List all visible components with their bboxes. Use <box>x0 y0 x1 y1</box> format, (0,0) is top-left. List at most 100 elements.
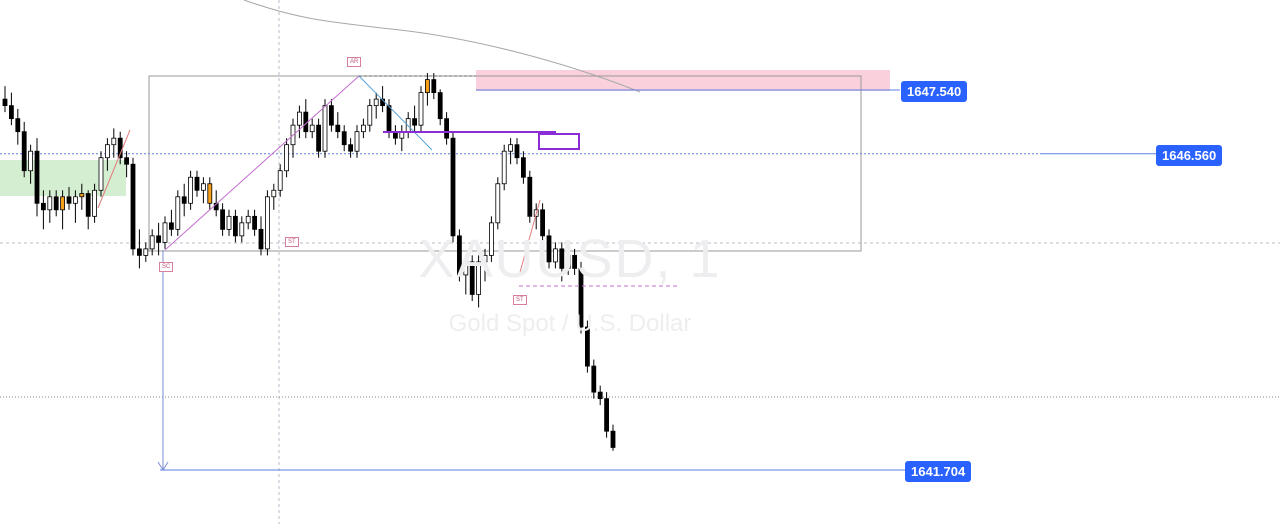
candle-body-14 <box>92 189 97 217</box>
candle-76 <box>488 216 494 262</box>
candle-34 <box>220 203 226 236</box>
candle-body-11 <box>73 196 78 204</box>
candle-body-77 <box>495 183 501 224</box>
candle-75 <box>482 248 488 282</box>
candle-body-60 <box>386 105 392 133</box>
candle-body-37 <box>239 222 245 237</box>
candle-28 <box>181 183 187 217</box>
candle-body-0 <box>2 98 8 107</box>
candle-body-26 <box>168 222 174 230</box>
candle-87 <box>559 242 565 282</box>
candle-body-12 <box>79 193 85 198</box>
candle-body-92 <box>591 365 597 393</box>
annotation-st-right: ST <box>513 295 527 305</box>
candle-body-2 <box>15 118 21 133</box>
candle-body-28 <box>181 196 187 204</box>
candle-body-33 <box>213 202 219 211</box>
candle-body-67 <box>431 79 437 94</box>
candle-body-30 <box>194 176 200 191</box>
candle-11 <box>73 190 78 223</box>
candle-7 <box>47 190 53 223</box>
candle-38 <box>245 209 251 230</box>
candle-41 <box>264 190 270 256</box>
candle-74 <box>476 255 482 308</box>
candle-54 <box>348 138 354 158</box>
candle-body-81 <box>521 157 526 178</box>
candle-77 <box>495 177 501 230</box>
candle-62 <box>399 125 405 152</box>
candle-72 <box>463 255 469 295</box>
candle-52 <box>335 112 341 139</box>
candle-body-86 <box>553 248 558 263</box>
candle-49 <box>316 118 322 158</box>
range-box <box>148 75 862 252</box>
candle-57 <box>367 99 373 132</box>
moving-average-line <box>243 0 641 93</box>
candle-70 <box>450 131 456 243</box>
candle-body-4 <box>28 150 34 172</box>
candle-9 <box>60 190 65 230</box>
candle-23 <box>149 229 155 256</box>
candle-16 <box>105 138 110 171</box>
candle-body-91 <box>585 326 590 367</box>
candle-44 <box>284 138 290 178</box>
candle-body-56 <box>360 124 366 133</box>
candle-58 <box>373 92 379 119</box>
price-label-1646-560[interactable]: 1646.560 <box>1156 145 1223 166</box>
candle-body-74 <box>476 261 482 295</box>
candle-body-76 <box>488 222 494 256</box>
candle-2 <box>15 108 21 145</box>
candle-body-78 <box>501 150 507 185</box>
candle-50 <box>322 99 328 158</box>
candle-26 <box>168 209 174 236</box>
candle-24 <box>156 222 162 256</box>
candle-90 <box>578 261 584 334</box>
candle-body-23 <box>149 235 155 250</box>
candle-body-82 <box>527 176 533 217</box>
watermark-symbol-text: XAUUSD <box>418 229 656 289</box>
candle-67 <box>431 73 437 100</box>
candle-4 <box>28 144 34 184</box>
candle-body-68 <box>437 92 443 120</box>
candle-3 <box>21 121 27 178</box>
watermark-interval: 1 <box>689 229 722 289</box>
candle-body-8 <box>53 196 59 211</box>
candle-body-48 <box>309 124 315 133</box>
candle-36 <box>232 209 238 243</box>
candle-body-57 <box>367 105 373 126</box>
candle-8 <box>53 190 59 217</box>
candle-13 <box>85 190 91 230</box>
candles-layer <box>2 73 616 451</box>
candle-94 <box>604 392 609 438</box>
candle-22 <box>143 242 149 262</box>
price-label-1641-704[interactable]: 1641.704 <box>905 461 972 482</box>
candle-body-17 <box>111 137 117 146</box>
candle-84 <box>540 203 545 243</box>
candle-body-27 <box>175 196 181 230</box>
candle-55 <box>354 125 360 158</box>
candle-56 <box>360 118 366 139</box>
price-label-1647-540[interactable]: 1647.540 <box>901 81 968 102</box>
candle-body-55 <box>354 131 360 152</box>
candle-10 <box>66 187 72 210</box>
candle-37 <box>239 216 245 243</box>
candle-78 <box>501 144 507 191</box>
candle-body-90 <box>578 268 584 328</box>
candle-body-9 <box>60 196 65 211</box>
candle-body-69 <box>444 118 450 139</box>
candle-body-75 <box>482 254 488 263</box>
candle-body-79 <box>508 144 514 152</box>
annotation-st-left: ST <box>285 237 299 247</box>
candle-66 <box>424 73 430 106</box>
candle-body-34 <box>220 209 226 230</box>
candle-82 <box>527 170 533 223</box>
candle-body-93 <box>597 391 603 400</box>
candle-69 <box>444 112 450 145</box>
trend-line-sc-ar <box>164 75 360 251</box>
candle-body-80 <box>514 144 520 159</box>
annotation-ar: AR <box>347 57 362 67</box>
candle-43 <box>277 164 283 197</box>
candle-body-31 <box>200 183 206 191</box>
